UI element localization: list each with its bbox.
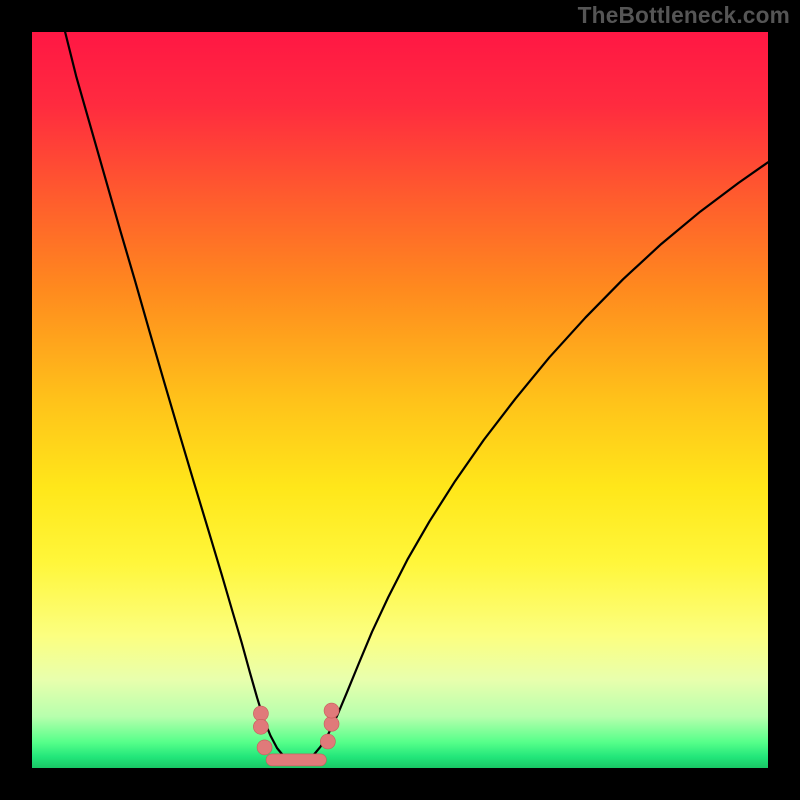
marker-dot xyxy=(324,716,339,731)
curve-layer xyxy=(32,32,768,768)
bottleneck-curve xyxy=(65,32,768,762)
marker-dot xyxy=(253,706,268,721)
marker-dot xyxy=(320,734,335,749)
outer-frame: TheBottleneck.com xyxy=(0,0,800,800)
marker-dot xyxy=(257,740,272,755)
marker-dot xyxy=(253,719,268,734)
watermark-text: TheBottleneck.com xyxy=(578,2,790,29)
bottom-markers xyxy=(253,703,339,766)
marker-dot xyxy=(324,703,339,718)
marker-bar xyxy=(266,754,326,766)
plot-area xyxy=(32,32,768,768)
